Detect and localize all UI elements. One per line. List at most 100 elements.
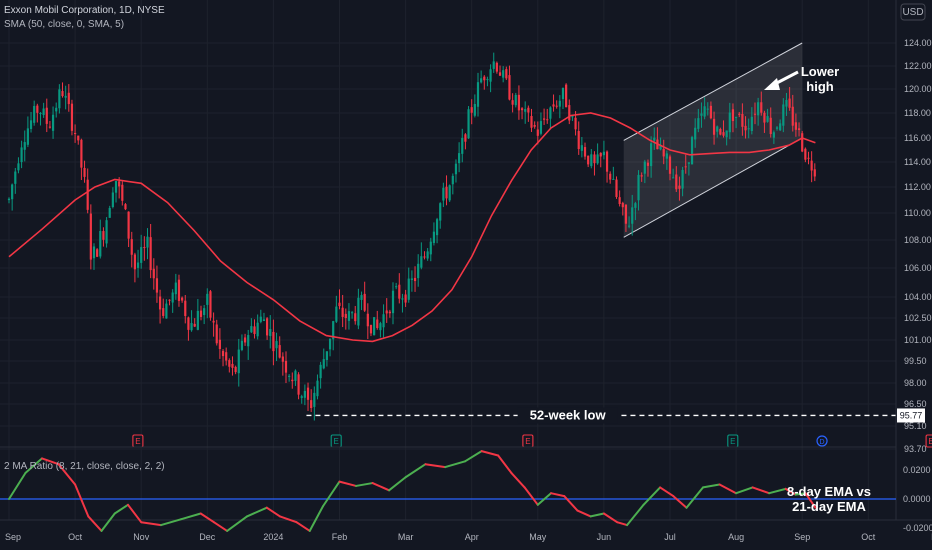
time-axis[interactable]: Sep Oct Nov Dec 2024 Feb Mar Apr May Jun Jul Aug Sep… [5, 532, 932, 542]
ratio-indicator-label[interactable]: 2 MA Ratio (8, 21, close, close, 2, 2) [4, 461, 165, 472]
candle-body-155 [495, 62, 498, 72]
candle-body-28 [96, 249, 99, 257]
candle-body-5 [23, 142, 26, 150]
candle-body-245 [779, 123, 782, 131]
ratio-segment-7 [113, 503, 129, 515]
price-tick-13: 99.50 [904, 356, 927, 366]
ratio-segment-50 [784, 487, 797, 496]
candle-body-170 [542, 118, 546, 120]
candle-body-77 [250, 326, 253, 333]
time-tick-7: Apr [465, 532, 479, 542]
candle-body-95 [306, 387, 310, 400]
candle-body-107 [344, 313, 347, 319]
candle-body-120 [385, 310, 388, 314]
candle-body-124 [398, 284, 401, 299]
candle-body-20 [70, 103, 74, 131]
candle-body-27 [92, 246, 96, 259]
price-axis[interactable]: 124.00 122.00 120.00 118.00 116.00 114.00 112.… [904, 38, 932, 454]
candle-body-223 [709, 105, 713, 119]
candle-body-252 [801, 133, 804, 152]
candle-body-216 [687, 162, 690, 164]
candle-body-58 [190, 323, 193, 331]
candle-body-146 [467, 109, 470, 139]
channel-fill [623, 43, 803, 238]
candle-body-203 [646, 162, 650, 166]
ratio-tick-1: 0.0000 [903, 494, 931, 504]
candle-body-88 [284, 360, 288, 373]
candle-body-136 [435, 219, 439, 236]
ratio-segment-43 [672, 495, 688, 509]
candle-body-49 [162, 308, 165, 316]
candle-body-68 [221, 350, 225, 357]
ratio-segment-10 [160, 518, 182, 527]
candle-body-176 [561, 87, 565, 100]
sma-indicator-label[interactable]: SMA (50, close, 0, SMA, 5) [4, 19, 124, 30]
time-tick-6: Mar [398, 532, 414, 542]
candle-body-42 [140, 247, 143, 263]
candle-body-84 [272, 331, 275, 352]
candle-body-139 [445, 186, 448, 199]
candle-body-248 [788, 98, 791, 108]
candle-body-11 [42, 108, 45, 115]
candle-body-204 [650, 143, 653, 167]
candle-body-12 [45, 107, 48, 124]
candle-body-132 [423, 256, 426, 258]
low-price-tag-label: 95.77 [900, 410, 923, 420]
time-tick-13: Oct [861, 532, 876, 542]
ratio-segment-30 [497, 454, 513, 474]
ratio-segment-26 [424, 463, 447, 469]
candle-body-186 [593, 154, 596, 164]
candle-body-110 [354, 313, 357, 322]
dividend-marker-4[interactable] [816, 435, 828, 447]
candle-body-143 [458, 153, 461, 164]
candle-body-97 [313, 392, 316, 407]
candle-body-193 [615, 179, 618, 197]
candle-body-92 [297, 374, 300, 395]
candle-body-187 [596, 154, 599, 164]
currency-button[interactable] [900, 3, 926, 21]
chart-title: Exxon Mobil Corporation, 1D, NYSE [4, 5, 165, 16]
candle-body-43 [143, 247, 146, 249]
earnings-marker-5[interactable] [925, 434, 932, 448]
ema-note-line2: 21-day EMA [792, 499, 866, 514]
candle-body-247 [785, 100, 788, 107]
candle-body-118 [379, 323, 382, 331]
candle-body-135 [432, 231, 436, 243]
candle-body-177 [565, 84, 568, 108]
candle-body-182 [580, 145, 583, 151]
candle-body-52 [171, 292, 174, 303]
candle-body-56 [184, 300, 187, 317]
time-tick-0: Sep [5, 532, 21, 542]
candle-body-171 [546, 119, 549, 121]
candle-body-4 [20, 147, 23, 163]
ratio-segment-23 [371, 482, 391, 492]
candle-body-67 [218, 339, 221, 349]
candle-body-47 [155, 278, 159, 293]
candle-body-147 [470, 107, 473, 113]
ratio-segment-49 [768, 487, 787, 495]
candle-body-60 [196, 310, 199, 330]
candle-body-19 [67, 92, 70, 105]
candle-body-166 [530, 116, 533, 128]
candle-body-168 [536, 129, 539, 136]
ratio-segment-51 [794, 492, 807, 496]
candle-body-239 [760, 102, 763, 113]
candle-body-152 [486, 79, 489, 81]
candle-body-220 [700, 113, 703, 116]
candle-body-57 [187, 317, 190, 330]
ratio-segment-34 [550, 492, 566, 498]
candle-body-172 [549, 107, 552, 119]
ratio-segment-48 [751, 486, 771, 495]
ratio-axis[interactable]: 0.0200 0.0000 -0.0200 [903, 465, 932, 533]
candle-body-53 [174, 282, 177, 295]
candle-body-236 [750, 116, 753, 131]
candle-body-229 [728, 112, 731, 133]
candle-body-254 [807, 157, 810, 159]
candle-body-74 [240, 340, 244, 350]
lower-high-arrow-head [764, 78, 780, 90]
ratio-segment-45 [702, 483, 721, 489]
time-tick-9: Jun [597, 532, 612, 542]
